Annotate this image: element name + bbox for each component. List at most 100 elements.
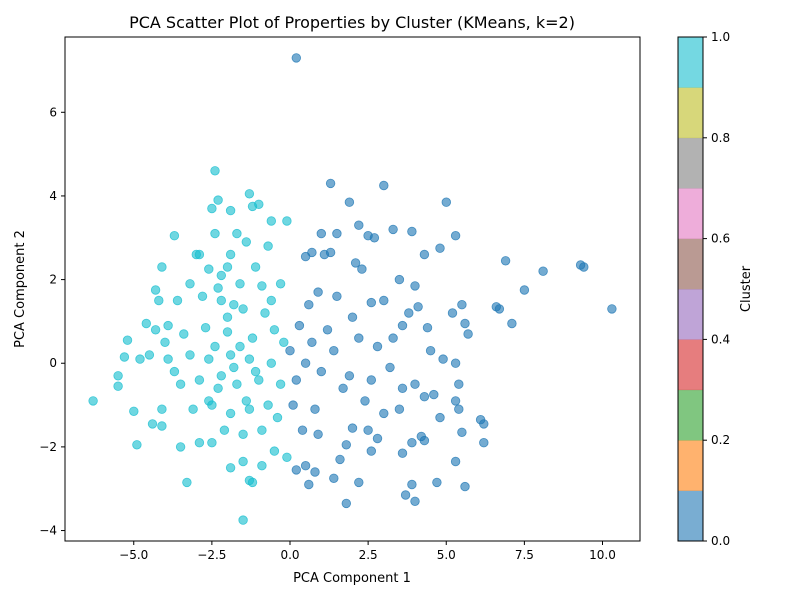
data-point-cluster-0 [344, 197, 355, 207]
data-point-cluster-0 [366, 375, 377, 385]
data-point-cluster-1 [169, 366, 180, 377]
colorbar-segments [678, 37, 703, 542]
data-point-cluster-1 [169, 230, 180, 241]
data-point-cluster-0 [447, 308, 458, 318]
data-point-cluster-0 [325, 178, 336, 189]
y-tick-label: 2 [49, 273, 57, 287]
data-point-cluster-0 [329, 473, 339, 484]
data-point-cluster-0 [407, 479, 417, 490]
data-point-cluster-1 [225, 249, 236, 260]
y-axis-label: PCA Component 2 [13, 230, 28, 348]
data-point-cluster-0 [404, 308, 414, 318]
data-point-cluster-0 [372, 341, 383, 352]
data-point-cluster-1 [241, 237, 252, 247]
colorbar-segment [678, 490, 703, 542]
data-point-cluster-1 [200, 323, 211, 333]
colorbar-segment [678, 137, 703, 189]
data-point-cluster-0 [450, 230, 461, 241]
data-point-cluster-0 [450, 396, 461, 406]
data-point-cluster-0 [304, 300, 314, 310]
data-point-cluster-0 [294, 320, 305, 331]
colorbar-ticks: 0.0 0.2 0.4 0.6 0.8 1.0 [703, 30, 730, 548]
data-point-cluster-1 [282, 216, 292, 226]
data-point-cluster-1 [204, 354, 214, 364]
data-point-cluster-1 [225, 205, 236, 216]
data-point-cluster-0 [322, 325, 333, 335]
data-point-cluster-0 [407, 226, 417, 237]
data-point-cluster-0 [494, 304, 505, 314]
data-point-cluster-0 [369, 233, 380, 243]
colorbar-tick-label: 0.8 [711, 131, 730, 145]
data-point-cluster-1 [257, 461, 267, 471]
data-point-cluster-1 [185, 350, 195, 360]
data-point-cluster-0 [291, 465, 302, 475]
data-point-cluster-0 [397, 448, 408, 458]
data-point-cluster-0 [307, 247, 317, 258]
data-point-cluster-0 [397, 320, 408, 331]
colorbar-segment [678, 37, 703, 88]
data-point-cluster-0 [388, 224, 398, 235]
data-point-cluster-1 [204, 396, 214, 406]
data-point-cluster-0 [316, 366, 327, 377]
data-point-cluster-0 [354, 333, 364, 343]
colorbar-segment [678, 440, 703, 491]
data-point-cluster-1 [157, 262, 167, 272]
data-point-cluster-0 [354, 220, 364, 230]
data-point-cluster-0 [410, 379, 420, 389]
data-point-cluster-1 [122, 335, 133, 345]
data-point-cluster-0 [379, 408, 389, 419]
data-point-cluster-1 [179, 329, 189, 339]
data-point-cluster-1 [257, 281, 267, 291]
data-point-cluster-1 [204, 264, 214, 274]
data-point-cluster-1 [235, 341, 245, 352]
data-point-cluster-1 [238, 429, 248, 440]
colorbar-segment [678, 188, 703, 239]
colorbar-segment [678, 87, 703, 139]
data-point-cluster-1 [172, 295, 183, 306]
data-point-cluster-1 [113, 371, 123, 381]
data-point-cluster-0 [463, 329, 473, 339]
data-point-cluster-1 [282, 452, 292, 463]
colorbar-tick-label: 0.2 [711, 433, 730, 447]
data-point-cluster-1 [222, 312, 233, 322]
data-point-cluster-1 [260, 308, 270, 318]
data-point-cluster-1 [247, 333, 258, 343]
data-point-cluster-0 [579, 262, 589, 272]
plot-frame [64, 36, 641, 542]
data-point-cluster-1 [210, 166, 220, 176]
data-point-cluster-0 [538, 266, 548, 276]
data-point-cluster-1 [225, 408, 236, 419]
data-point-cluster-0 [438, 354, 448, 364]
data-point-cluster-1 [266, 358, 277, 368]
data-point-cluster-1 [254, 375, 264, 385]
data-point-cluster-0 [313, 287, 323, 297]
data-point-cluster-1 [269, 325, 280, 335]
data-point-cluster-0 [379, 180, 389, 191]
data-point-cluster-1 [150, 285, 161, 295]
data-point-cluster-1 [141, 318, 152, 329]
data-point-cluster-0 [519, 285, 530, 295]
data-point-cluster-1 [222, 262, 233, 272]
data-point-cluster-0 [450, 456, 461, 467]
data-point-cluster-0 [479, 438, 489, 448]
data-point-cluster-1 [213, 383, 223, 394]
data-point-cluster-1 [216, 295, 227, 306]
data-point-cluster-0 [507, 318, 517, 329]
data-point-cluster-0 [425, 346, 436, 356]
data-point-cluster-0 [429, 389, 439, 400]
data-point-cluster-1 [247, 477, 258, 488]
data-point-cluster-0 [332, 291, 342, 302]
data-point-cluster-1 [144, 350, 155, 360]
data-point-cluster-0 [400, 490, 411, 500]
data-point-cluster-1 [244, 354, 255, 364]
data-point-cluster-1 [210, 228, 220, 239]
data-point-cluster-0 [335, 454, 345, 465]
data-point-cluster-0 [344, 371, 355, 381]
data-point-cluster-0 [460, 318, 470, 329]
data-point-cluster-0 [363, 425, 373, 435]
data-point-cluster-1 [279, 337, 289, 348]
data-point-cluster-1 [197, 291, 208, 302]
data-point-cluster-0 [454, 404, 464, 414]
